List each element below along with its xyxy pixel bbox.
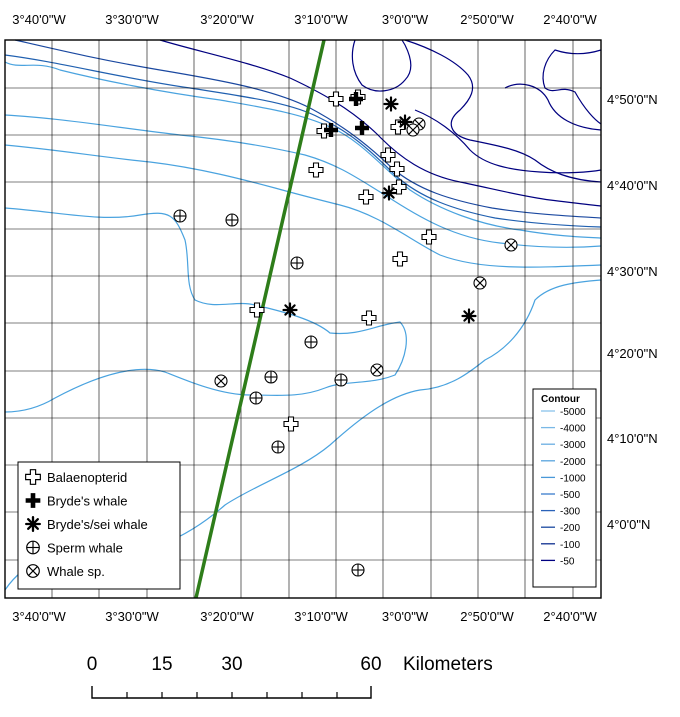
sighting-sperm	[334, 373, 348, 387]
contour-legend-label: -100	[560, 540, 580, 551]
sighting-whale-sp	[473, 276, 487, 290]
sighting-brydes-sei	[461, 308, 477, 324]
scale-tick-label: 30	[221, 654, 242, 675]
legend-label: Balaenopterid	[47, 470, 127, 485]
sighting-balaenopterid	[392, 251, 408, 267]
legend-symbol-circle-x-icon	[26, 564, 40, 578]
sighting-balaenopterid	[389, 161, 405, 177]
legend-label: Bryde's whale	[47, 494, 128, 509]
longitude-label: 3°0'0"W	[382, 12, 429, 27]
sighting-sperm	[290, 256, 304, 270]
scale-tick-label: 15	[151, 654, 172, 675]
longitude-label: 3°30'0"W	[105, 12, 159, 27]
longitude-label: 3°20'0"W	[200, 609, 254, 624]
contour-legend-label: -5000	[560, 407, 586, 418]
sighting-brydes	[349, 92, 363, 106]
sighting-sperm	[304, 335, 318, 349]
longitude-label: 3°20'0"W	[200, 12, 254, 27]
contour-line-deep	[4, 207, 407, 413]
latitude-label: 4°50'0"N	[607, 92, 658, 107]
contour-legend-label: -3000	[560, 440, 586, 451]
contour-legend: Contour -5000 -4000 -3000 -2000 -1000 -500 -30…	[532, 388, 597, 588]
legend-label: Whale sp.	[47, 564, 105, 579]
sighting-balaenopterid	[421, 229, 437, 245]
survey-transect-line	[194, 39, 326, 599]
longitude-label: 3°40'0"W	[12, 12, 66, 27]
sighting-brydes-sei	[397, 114, 413, 130]
contour-line-mid	[4, 54, 602, 228]
legend-symbol-filled-cross-icon	[25, 493, 41, 508]
legend-symbol-asterisk-icon	[25, 516, 41, 532]
sighting-sperm	[225, 213, 239, 227]
sighting-brydes	[324, 123, 338, 137]
latitude-label: 4°40'0"N	[607, 178, 658, 193]
sighting-brydes-sei	[383, 96, 399, 112]
sighting-balaenopterid	[358, 189, 374, 205]
sighting-brydes	[355, 121, 369, 135]
longitude-label: 2°50'0"W	[460, 609, 514, 624]
longitude-label: 3°0'0"W	[382, 609, 429, 624]
longitude-labels-top: 3°40'0"W 3°30'0"W 3°20'0"W 3°10'0"W 3°0'0"W 2…	[12, 12, 597, 27]
longitude-label: 2°50'0"W	[460, 12, 514, 27]
sighting-sperm	[173, 209, 187, 223]
sighting-sperm	[351, 563, 365, 577]
sighting-balaenopterid	[361, 310, 377, 326]
contour-line-shallow	[159, 39, 602, 207]
scale-bar: 0 15 30 60 Kilometers	[87, 654, 493, 699]
sighting-whale-sp	[370, 363, 384, 377]
latitude-label: 4°0'0"N	[607, 517, 650, 532]
longitude-label: 3°10'0"W	[294, 609, 348, 624]
map-border	[4, 39, 602, 599]
sighting-balaenopterid	[308, 162, 324, 178]
longitude-label: 3°10'0"W	[294, 12, 348, 27]
sighting-sperm	[249, 391, 263, 405]
contour-legend-label: -300	[560, 507, 580, 518]
sighting-sperm	[264, 370, 278, 384]
legend-label: Bryde's/sei whale	[47, 517, 148, 532]
sighting-brydes-sei	[381, 185, 397, 201]
sighting-sperm	[271, 440, 285, 454]
contour-line-deep	[4, 144, 602, 268]
sighting-balaenopterid	[390, 119, 406, 135]
longitude-labels-bottom: 3°40'0"W 3°30'0"W 3°20'0"W 3°10'0"W 3°0'0"W 2…	[12, 609, 597, 624]
contour-legend-title: Contour	[541, 394, 580, 405]
sighting-brydes-sei	[282, 302, 298, 318]
contour-line-shallow	[351, 39, 412, 92]
contour-legend-label: -2000	[560, 457, 586, 468]
contour-line-mid	[14, 39, 602, 219]
scale-tick-label: 0	[87, 654, 98, 675]
legend-label: Sperm whale	[47, 541, 123, 556]
latitude-label: 4°10'0"N	[607, 431, 658, 446]
sighting-whale-sp	[504, 238, 518, 252]
contour-legend-label: -1000	[560, 473, 586, 484]
scale-unit-label: Kilometers	[403, 654, 493, 675]
sighting-balaenopterid	[391, 179, 407, 195]
latitude-labels-right: 4°50'0"N 4°40'0"N 4°30'0"N 4°20'0"N 4°10'0"N…	[607, 92, 658, 532]
contour-legend-label: -50	[560, 556, 575, 567]
sighting-balaenopterid	[380, 147, 396, 163]
longitude-label: 2°40'0"W	[543, 12, 597, 27]
sighting-balaenopterid	[328, 91, 344, 107]
sighting-balaenopterid	[249, 302, 265, 318]
longitude-label: 2°40'0"W	[543, 609, 597, 624]
contour-legend-label: -4000	[560, 424, 586, 435]
contour-line-shallow	[404, 39, 602, 183]
sighting-whale-sp	[214, 374, 228, 388]
latitude-label: 4°20'0"N	[607, 346, 658, 361]
legend-symbol-open-cross-icon	[25, 469, 41, 485]
longitude-label: 3°40'0"W	[12, 609, 66, 624]
species-legend: Balaenopterid Bryde's whale Bryde's/sei wh…	[17, 461, 181, 590]
contour-legend-label: -500	[560, 490, 580, 501]
sighting-balaenopterid	[283, 416, 299, 432]
sighting-whale-sp	[406, 123, 420, 137]
contour-legend-label: -200	[560, 523, 580, 534]
legend-symbol-circle-plus-icon	[26, 540, 40, 555]
contour-line-shallow	[504, 83, 602, 131]
longitude-label: 3°30'0"W	[105, 609, 159, 624]
latitude-label: 4°30'0"N	[607, 264, 658, 279]
sightings-layer	[173, 89, 518, 577]
scale-tick-label: 60	[360, 654, 381, 675]
